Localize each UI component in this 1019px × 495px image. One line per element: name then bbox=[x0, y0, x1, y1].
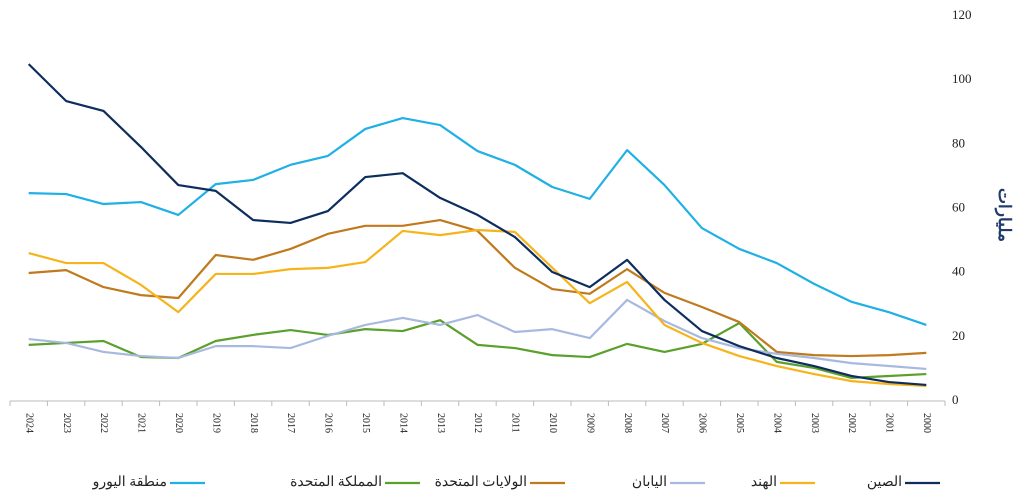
x-tick-label: 2019 bbox=[210, 413, 221, 433]
x-tick-label: 2005 bbox=[734, 413, 745, 433]
y-tick-label: 0 bbox=[952, 392, 959, 407]
x-tick-label: 2008 bbox=[622, 413, 633, 433]
x-tick-label: 2012 bbox=[472, 413, 483, 433]
x-tick-label: 2003 bbox=[809, 413, 820, 433]
series-line bbox=[28, 116, 927, 327]
y-tick-label: 80 bbox=[952, 135, 965, 150]
legend-label: الولايات المتحدة bbox=[435, 475, 527, 490]
x-tick-label: 2015 bbox=[360, 413, 371, 433]
x-tick-label: 2001 bbox=[884, 413, 895, 433]
x-tick-label: 2009 bbox=[584, 413, 595, 433]
y-tick-label: 20 bbox=[952, 328, 965, 343]
legend-label: منطقة اليورو bbox=[92, 475, 167, 490]
x-tick-label: 2021 bbox=[136, 413, 147, 433]
x-tick-label: 2007 bbox=[659, 413, 670, 433]
x-tick-label: 2018 bbox=[248, 413, 259, 433]
legend-label: اليابان bbox=[632, 475, 667, 490]
x-tick-label: 2011 bbox=[510, 413, 521, 433]
x-tick-label: 2002 bbox=[846, 413, 857, 433]
y-tick-label: 120 bbox=[952, 7, 972, 22]
y-axis-label: مليارات bbox=[994, 188, 1014, 242]
legend-label: المملكة المتحدة bbox=[290, 475, 382, 490]
y-tick-label: 40 bbox=[952, 264, 965, 279]
series-line bbox=[28, 228, 927, 388]
y-tick-label: 60 bbox=[952, 199, 965, 214]
legend-label: الصين bbox=[867, 475, 902, 490]
y-tick-label: 100 bbox=[952, 71, 972, 86]
x-tick-label: 2016 bbox=[323, 413, 334, 433]
x-tick-label: 2000 bbox=[921, 413, 932, 433]
x-tick-label: 2013 bbox=[435, 413, 446, 433]
x-tick-label: 2004 bbox=[771, 413, 782, 433]
x-tick-label: 2006 bbox=[697, 413, 708, 433]
x-tick-label: 2014 bbox=[397, 413, 408, 433]
x-tick-label: 2024 bbox=[23, 413, 34, 433]
x-tick-label: 2017 bbox=[285, 413, 296, 433]
legend-label: الهند bbox=[751, 475, 777, 490]
series-line bbox=[28, 218, 927, 358]
series-line bbox=[28, 298, 927, 371]
x-tick-label: 2022 bbox=[98, 413, 109, 433]
x-tick-label: 2020 bbox=[173, 413, 184, 433]
x-tick-label: 2023 bbox=[61, 413, 72, 433]
series-line bbox=[27, 63, 927, 387]
x-tick-label: 2010 bbox=[547, 413, 558, 433]
